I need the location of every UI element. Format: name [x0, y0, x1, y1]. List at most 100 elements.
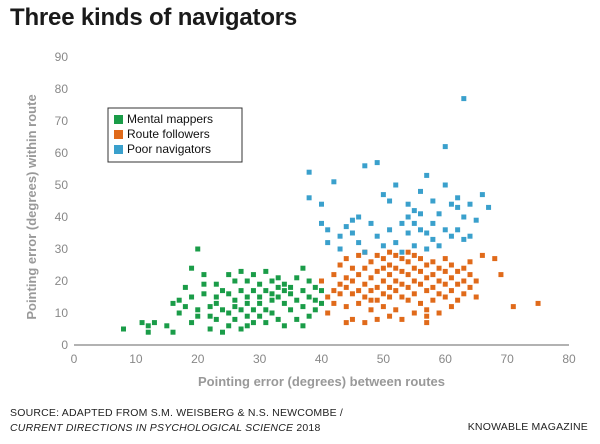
data-point	[368, 259, 374, 265]
data-point	[436, 310, 442, 316]
data-point	[455, 281, 461, 287]
data-point	[448, 233, 454, 239]
data-point	[455, 195, 461, 201]
data-point	[325, 240, 331, 246]
data-point	[455, 204, 461, 210]
data-point	[294, 316, 300, 322]
data-point	[368, 297, 374, 303]
data-point	[479, 252, 485, 258]
legend-swatch	[114, 130, 123, 139]
data-point	[356, 240, 362, 246]
x-tick-label: 40	[315, 352, 329, 366]
data-point	[405, 249, 411, 255]
series-2	[306, 96, 492, 255]
legend-label: Mental mappers	[127, 112, 213, 126]
journal-year: 2018	[293, 422, 321, 434]
data-point	[393, 288, 399, 294]
data-point	[294, 297, 300, 303]
data-point	[250, 272, 256, 278]
data-point	[387, 227, 393, 233]
source-line-1: SOURCE: ADAPTED FROM S.M. WEISBERG & N.S…	[10, 407, 344, 419]
data-point	[275, 275, 281, 281]
data-point	[442, 144, 448, 150]
data-point	[436, 211, 442, 217]
data-point	[238, 288, 244, 294]
data-point	[399, 316, 405, 322]
data-point	[213, 294, 219, 300]
data-point	[244, 300, 250, 306]
data-point	[368, 220, 374, 226]
data-point	[368, 307, 374, 313]
data-point	[430, 297, 436, 303]
data-point	[448, 262, 454, 268]
data-point	[455, 297, 461, 303]
data-point	[418, 256, 423, 262]
data-point	[393, 278, 399, 284]
data-point	[325, 310, 331, 316]
data-point	[436, 278, 442, 284]
data-point	[387, 198, 393, 204]
data-point	[448, 304, 454, 310]
data-point	[337, 262, 343, 268]
data-point	[356, 272, 362, 278]
data-point	[343, 256, 349, 262]
data-point	[498, 272, 504, 278]
data-point	[288, 291, 294, 297]
data-point	[430, 236, 436, 242]
data-point	[325, 227, 331, 233]
data-point	[424, 288, 430, 294]
data-point	[399, 220, 405, 226]
data-point	[337, 233, 343, 239]
y-tick-label: 40	[55, 210, 69, 224]
data-point	[411, 243, 417, 249]
data-point	[479, 192, 485, 198]
data-point	[170, 300, 176, 306]
data-point	[349, 278, 355, 284]
data-point	[121, 326, 126, 332]
y-tick-label: 90	[55, 50, 69, 64]
data-point	[207, 313, 213, 319]
data-point	[430, 272, 436, 278]
data-point	[201, 291, 207, 297]
data-point	[189, 320, 195, 326]
axis-ticks: 0 10 20 30 40 50 60 70 80 0 10 20 30 40 50 60 70 80 90	[55, 50, 576, 366]
data-point	[349, 230, 355, 236]
data-point	[232, 304, 238, 310]
data-point	[535, 300, 541, 306]
data-point	[213, 281, 219, 287]
data-point	[331, 179, 337, 185]
data-point	[349, 291, 355, 297]
data-point	[319, 278, 324, 284]
data-point	[257, 313, 263, 319]
data-point	[405, 284, 411, 290]
data-point	[232, 278, 238, 284]
data-point	[337, 281, 343, 287]
data-point	[343, 320, 349, 326]
data-point	[356, 252, 362, 258]
data-point	[393, 265, 399, 271]
data-point	[312, 297, 318, 303]
data-point	[442, 227, 448, 233]
y-axis-label: Pointing error (degrees) within route	[24, 94, 39, 319]
data-point	[263, 268, 269, 274]
data-point	[473, 217, 479, 223]
data-point	[201, 272, 207, 278]
data-point	[281, 323, 287, 329]
data-point	[281, 288, 287, 294]
journal-name: CURRENT DIRECTIONS IN PSYCHOLOGICAL SCIE…	[10, 422, 294, 434]
data-point	[306, 278, 312, 284]
data-point	[461, 291, 467, 297]
x-tick-label: 60	[439, 352, 453, 366]
data-point	[275, 294, 281, 300]
data-point	[288, 284, 294, 290]
x-tick-label: 0	[71, 352, 78, 366]
data-point	[250, 307, 256, 313]
data-point	[411, 220, 417, 226]
data-point	[467, 259, 473, 265]
y-tick-label: 30	[55, 242, 69, 256]
data-point	[213, 300, 219, 306]
data-point	[195, 307, 201, 313]
data-point	[189, 294, 195, 300]
data-point	[455, 268, 461, 274]
data-point	[325, 294, 331, 300]
